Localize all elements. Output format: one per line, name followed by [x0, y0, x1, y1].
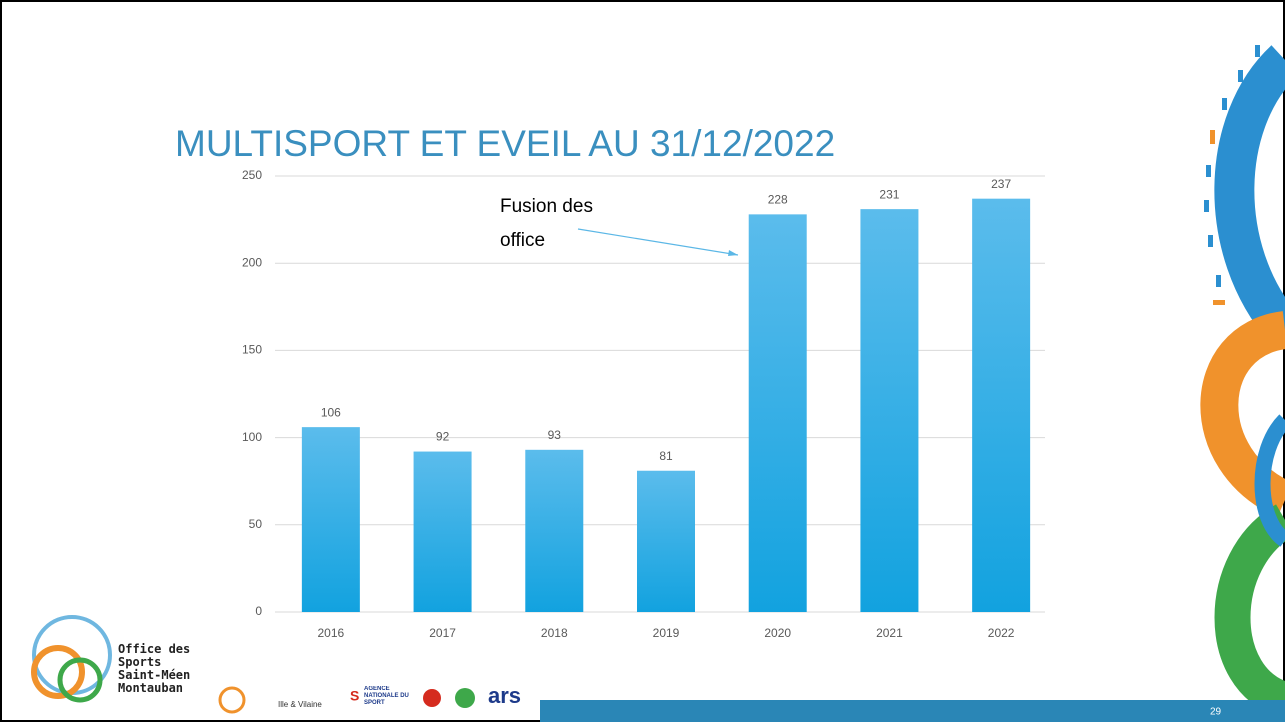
- organization: Office des Sports Saint-Méen Montauban: [118, 643, 191, 693]
- y-tick-label: 0: [255, 604, 262, 618]
- data-label: 106: [321, 405, 341, 419]
- y-tick-label: 150: [242, 343, 262, 357]
- bar: [860, 209, 919, 613]
- partner: AGENCE NATIONALE DU SPORT: [364, 686, 409, 706]
- data-label: 228: [768, 193, 788, 207]
- data-label: 93: [548, 428, 562, 442]
- bar: [972, 198, 1031, 612]
- y-tick-label: 250: [242, 168, 262, 182]
- annotation-arrowhead: [728, 250, 738, 256]
- bar: [413, 451, 472, 612]
- y-tick-label: 50: [249, 517, 263, 531]
- logo: [31, 615, 112, 703]
- page-number: 29: [1210, 707, 1222, 718]
- logo-text-box: Office des Sports Saint-Méen Montauban: [118, 643, 191, 693]
- data-label: 81: [659, 449, 673, 463]
- x-tick-label: 2017: [429, 626, 456, 640]
- x-tick-label: 2018: [541, 626, 568, 640]
- x-tick-label: 2022: [988, 626, 1015, 640]
- chart-title: MULTISPORT ET EVEIL AU 31/12/2022: [175, 123, 835, 164]
- decoration: [1200, 45, 1285, 718]
- partner: ars: [488, 683, 521, 708]
- data-label: 231: [879, 187, 899, 201]
- y-tick-label: 200: [242, 255, 262, 269]
- partner-logos: Ille & Vilaine S AGENCE NATIONALE DU SPO…: [218, 683, 521, 714]
- x-tick-label: 2020: [764, 626, 791, 640]
- annotation-arrow: [577, 228, 739, 256]
- bar: [525, 449, 584, 612]
- data-label: 237: [991, 177, 1011, 191]
- y-tick-label: 100: [242, 430, 262, 444]
- partner-icon: S: [350, 688, 359, 704]
- bar: [637, 470, 695, 612]
- partner: Ille & Vilaine: [278, 700, 322, 709]
- footer-band: [540, 700, 1285, 722]
- bar: [748, 214, 807, 613]
- x-tick-label: 2016: [318, 626, 345, 640]
- partner-box: AGENCE NATIONALE DU SPORT: [364, 686, 409, 706]
- x-tick-label: 2021: [876, 626, 903, 640]
- bar: [301, 427, 360, 612]
- data-label: 92: [436, 430, 450, 444]
- annotation: Fusion des office: [500, 196, 593, 251]
- x-tick-label: 2019: [653, 626, 680, 640]
